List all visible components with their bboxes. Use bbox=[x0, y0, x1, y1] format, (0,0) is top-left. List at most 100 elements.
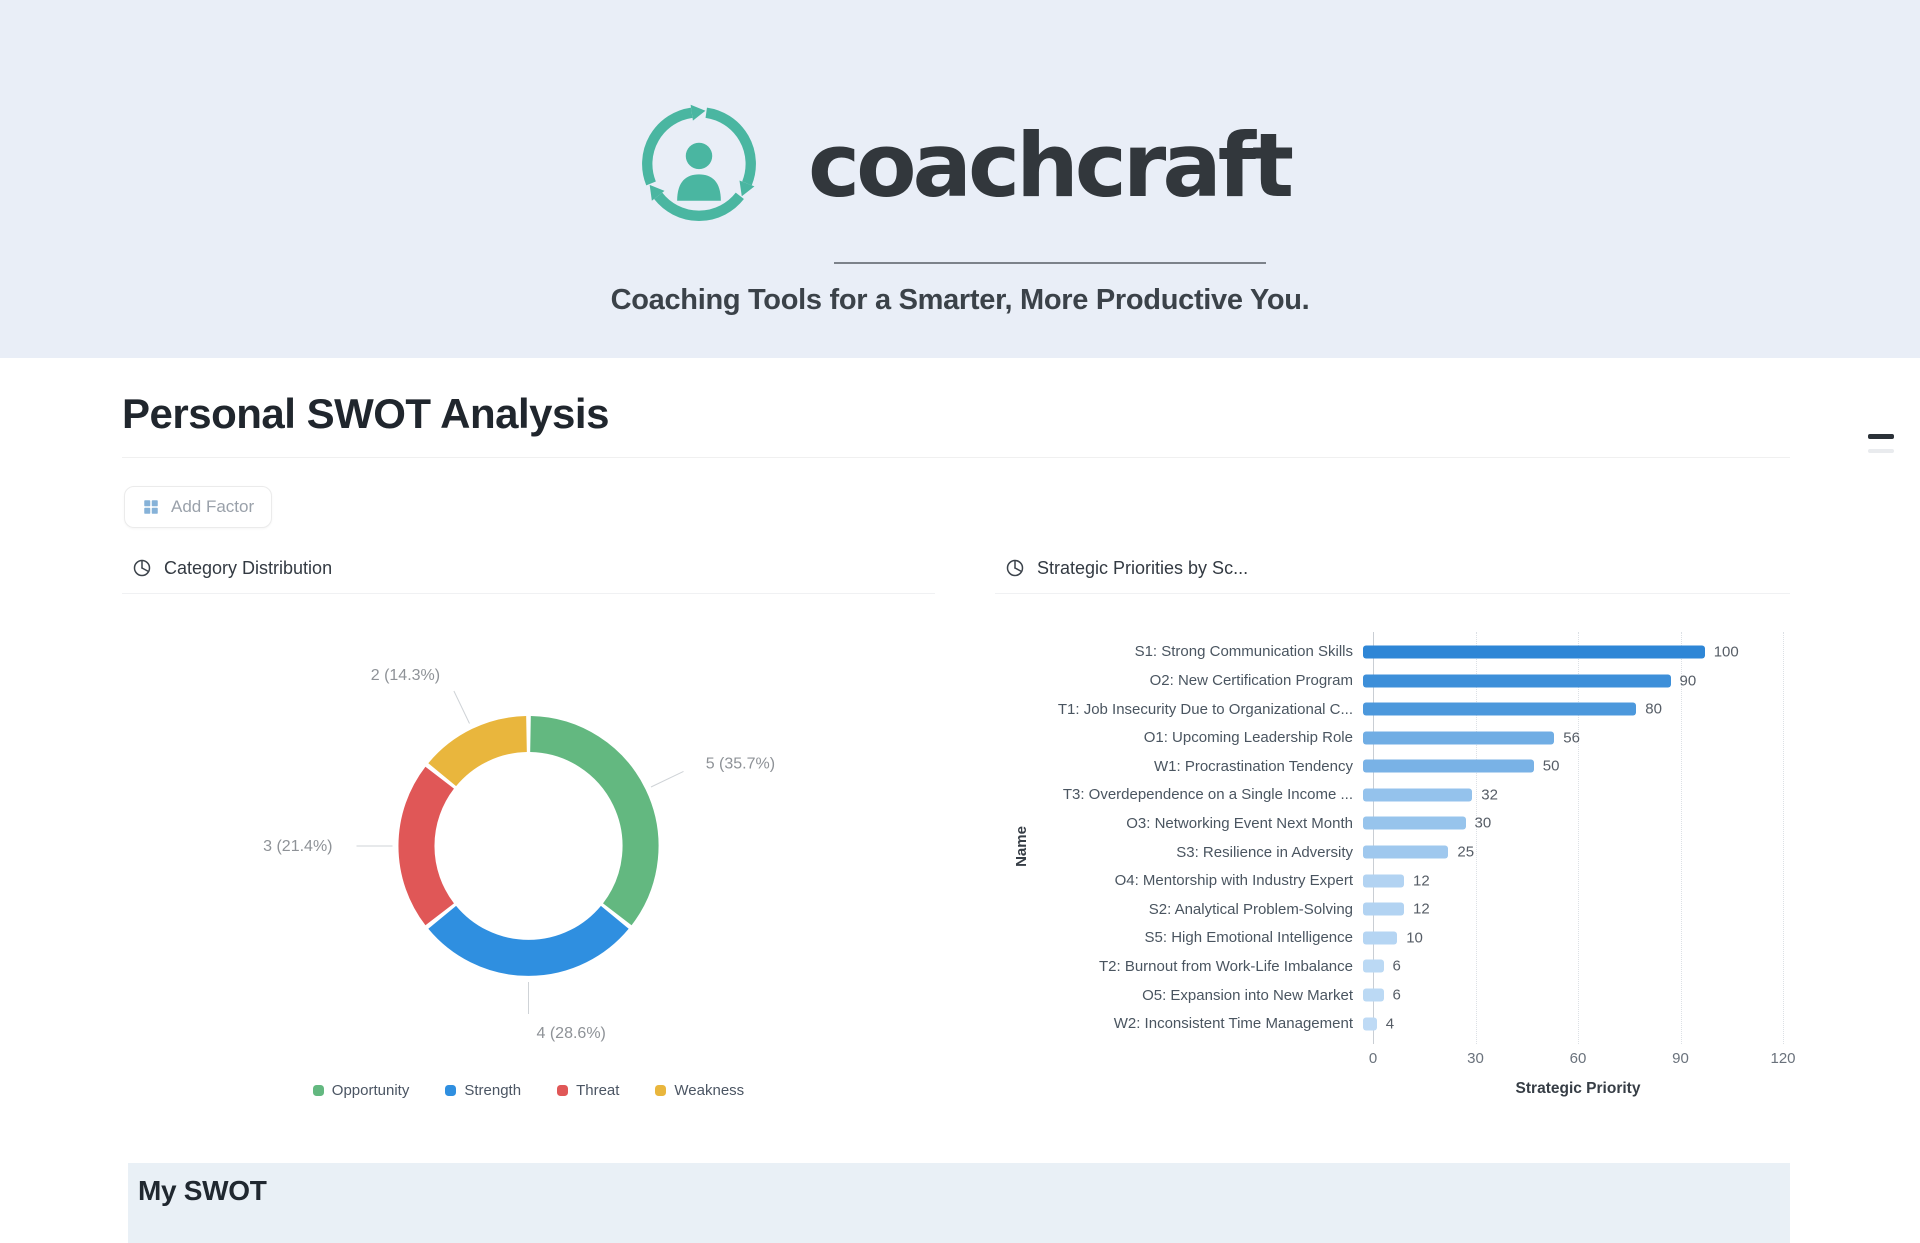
bar-row: T3: Overdependence on a Single Income ..… bbox=[995, 781, 1790, 810]
minus-icon bbox=[1868, 434, 1894, 439]
donut-slice-label: 5 (35.7%) bbox=[706, 755, 775, 772]
legend-label: Threat bbox=[576, 1081, 620, 1099]
category-label: S3: Resilience in Adversity bbox=[1176, 843, 1353, 861]
donut-segment-weakness[interactable] bbox=[428, 715, 528, 787]
bar-value: 10 bbox=[1406, 929, 1423, 947]
donut-label-leader bbox=[453, 690, 470, 724]
bar[interactable] bbox=[1363, 959, 1384, 973]
bar-cell: 4 bbox=[1363, 1009, 1790, 1038]
category-label: O3: Networking Event Next Month bbox=[1126, 814, 1353, 832]
bar[interactable] bbox=[1363, 988, 1384, 1002]
logo-circular-arrows-person-icon bbox=[630, 95, 768, 238]
bar-row: W2: Inconsistent Time Management 4 bbox=[995, 1009, 1790, 1038]
bar[interactable] bbox=[1363, 902, 1404, 916]
legend-item-threat[interactable]: Threat bbox=[557, 1082, 619, 1099]
legend-swatch bbox=[445, 1084, 457, 1096]
donut-chart: 5 (35.7%) 4 (28.6%) 3 (21.4%) 2 (14.3%) bbox=[122, 594, 935, 1064]
donut-chart-card: Category Distribution 5 (35.7%) 4 (28.6%)… bbox=[122, 558, 935, 1099]
legend-label: Weakness bbox=[674, 1081, 745, 1099]
category-label: W1: Procrastination Tendency bbox=[1154, 757, 1353, 775]
bar-cell: 10 bbox=[1363, 924, 1790, 953]
bar-row: O1: Upcoming Leadership Role 56 bbox=[995, 723, 1790, 752]
bar-value: 25 bbox=[1457, 843, 1475, 861]
legend-item-opportunity[interactable]: Opportunity bbox=[312, 1081, 410, 1099]
bar[interactable] bbox=[1363, 931, 1398, 945]
category-label: S1: Strong Communication Skills bbox=[1134, 643, 1353, 661]
gridline bbox=[1578, 631, 1579, 1044]
category-label: W2: Inconsistent Time Management bbox=[1113, 1015, 1353, 1033]
legend-label: Opportunity bbox=[331, 1081, 410, 1099]
bar[interactable] bbox=[1363, 1017, 1377, 1031]
bar[interactable] bbox=[1363, 845, 1449, 859]
x-tick-label: 30 bbox=[1467, 1049, 1484, 1067]
donut-chart-title: Category Distribution bbox=[164, 557, 333, 578]
bar-cell: 56 bbox=[1363, 723, 1790, 752]
category-label: O2: New Certification Program bbox=[1149, 672, 1353, 690]
toolbar: Add Factor bbox=[122, 485, 1790, 528]
x-tick-label: 90 bbox=[1672, 1049, 1689, 1067]
bar[interactable] bbox=[1363, 731, 1555, 745]
collapse-handle[interactable] bbox=[1868, 434, 1894, 453]
bar-cell: 25 bbox=[1363, 838, 1790, 867]
brand-tagline: Coaching Tools for a Smarter, More Produ… bbox=[610, 284, 1310, 316]
bar-row: S2: Analytical Problem-Solving 12 bbox=[995, 895, 1790, 924]
bar-value: 56 bbox=[1563, 729, 1580, 747]
donut-chart-header: Category Distribution bbox=[122, 558, 935, 594]
bar-row: W1: Procrastination Tendency 50 bbox=[995, 752, 1790, 781]
brand-name: coachcraft bbox=[807, 114, 1294, 217]
bar-row: S1: Strong Communication Skills 100 bbox=[995, 638, 1790, 667]
x-tick-label: 60 bbox=[1569, 1049, 1587, 1067]
add-factor-button[interactable]: Add Factor bbox=[124, 485, 273, 528]
logo: coachcraft bbox=[630, 95, 1294, 238]
bar[interactable] bbox=[1363, 788, 1473, 802]
pie-chart-icon bbox=[1005, 558, 1025, 578]
bar-cell: 50 bbox=[1363, 752, 1790, 781]
donut-slice-label: 3 (21.4%) bbox=[263, 838, 332, 855]
donut-label-leader bbox=[650, 770, 684, 788]
bar-value: 90 bbox=[1679, 672, 1697, 690]
category-label: O1: Upcoming Leadership Role bbox=[1143, 729, 1353, 747]
bar[interactable] bbox=[1363, 816, 1466, 830]
my-swot-section: My SWOT bbox=[128, 1162, 1790, 1243]
category-label: S5: High Emotional Intelligence bbox=[1144, 929, 1353, 947]
bar-cell: 90 bbox=[1363, 666, 1790, 695]
bar[interactable] bbox=[1363, 645, 1705, 659]
donut-segment-opportunity[interactable] bbox=[529, 715, 659, 925]
charts-row: Category Distribution 5 (35.7%) 4 (28.6%)… bbox=[122, 557, 1796, 1099]
donut-segment-strength[interactable] bbox=[428, 905, 629, 976]
x-axis-ticks: 0 30 60 90 120 bbox=[1369, 1038, 1796, 1072]
x-axis-label: Strategic Priority bbox=[1515, 1079, 1641, 1097]
bar-value: 6 bbox=[1392, 957, 1401, 975]
legend-item-weakness[interactable]: Weakness bbox=[655, 1082, 744, 1099]
bar-cell: 12 bbox=[1363, 866, 1790, 895]
bar[interactable] bbox=[1363, 874, 1404, 888]
bar-value: 30 bbox=[1474, 814, 1492, 832]
page-title: Personal SWOT Analysis bbox=[122, 388, 1790, 458]
category-label: T2: Burnout from Work-Life Imbalance bbox=[1099, 957, 1353, 975]
y-axis-line bbox=[1373, 631, 1374, 1044]
bar-row: O4: Mentorship with Industry Expert 12 bbox=[995, 866, 1790, 895]
bar[interactable] bbox=[1363, 674, 1671, 688]
bar-value: 12 bbox=[1413, 900, 1430, 918]
bar-row: O3: Networking Event Next Month 30 bbox=[995, 809, 1790, 838]
bar-chart-title: Strategic Priorities by Sc... bbox=[1037, 557, 1249, 578]
gridline bbox=[1475, 631, 1477, 1044]
donut-slice-label: 4 (28.6%) bbox=[537, 1025, 606, 1042]
minus-icon-faded bbox=[1868, 449, 1894, 453]
bar-row: S5: High Emotional Intelligence 10 bbox=[995, 924, 1790, 953]
bar-value: 32 bbox=[1481, 786, 1498, 804]
donut-slice-label: 2 (14.3%) bbox=[371, 666, 440, 683]
bar-value: 50 bbox=[1542, 757, 1560, 775]
bar-value: 4 bbox=[1385, 1015, 1395, 1033]
section-heading: My SWOT bbox=[138, 1174, 267, 1206]
donut-segment-threat[interactable] bbox=[398, 766, 455, 925]
category-label: O4: Mentorship with Industry Expert bbox=[1114, 872, 1353, 890]
bar-cell: 100 bbox=[1363, 638, 1790, 667]
bar[interactable] bbox=[1363, 759, 1534, 773]
bar-row: O2: New Certification Program 90 bbox=[995, 666, 1790, 695]
bar[interactable] bbox=[1363, 702, 1637, 716]
header-divider bbox=[834, 262, 1266, 264]
legend-item-strength[interactable]: Strength bbox=[445, 1082, 521, 1099]
gridline bbox=[1783, 631, 1784, 1044]
bar-cell: 6 bbox=[1363, 952, 1790, 981]
